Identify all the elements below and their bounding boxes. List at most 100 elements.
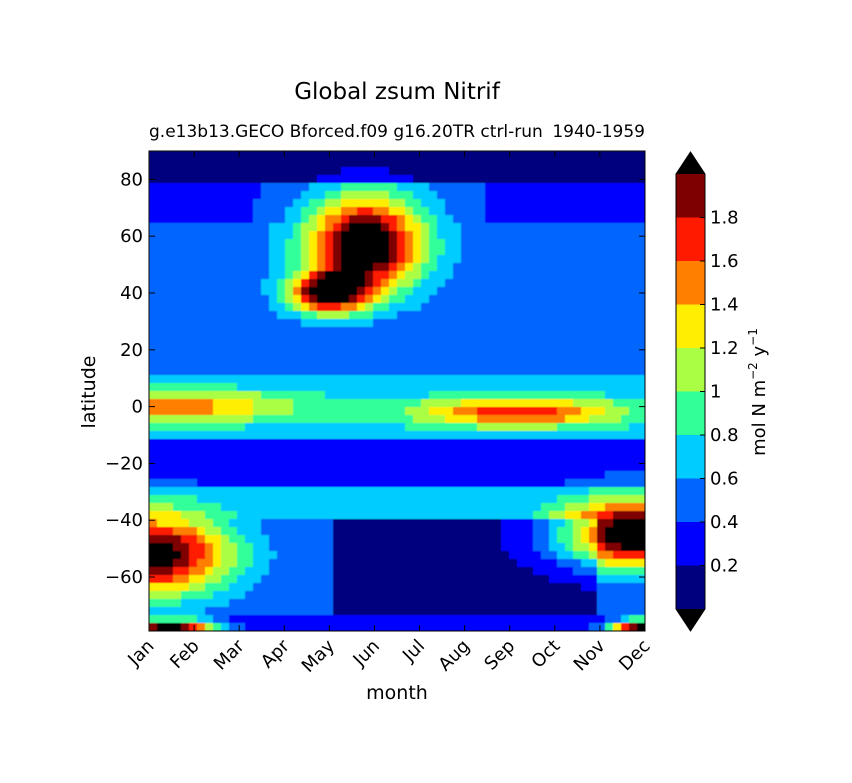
contour-cell (181, 535, 190, 544)
contour-cell (597, 183, 606, 192)
contour-cell (573, 263, 582, 272)
contour-cell (333, 527, 342, 536)
contour-cell (429, 615, 438, 624)
contour-cell (437, 479, 446, 488)
colorbar-tick-label: 1.8 (710, 208, 739, 229)
contour-cell (533, 199, 542, 208)
contour-cell (613, 511, 622, 520)
contour-cell (429, 487, 438, 496)
contour-cell (181, 551, 190, 560)
contour-cell (597, 375, 606, 384)
contour-cell (373, 263, 382, 272)
contour-cell (205, 231, 214, 240)
contour-cell (565, 287, 574, 296)
contour-cell (149, 215, 158, 224)
contour-cell (381, 335, 390, 344)
contour-cell (301, 263, 310, 272)
colorbar: 0.20.40.60.811.21.41.61.8 (675, 151, 739, 632)
contour-cell (293, 535, 302, 544)
contour-cell (245, 583, 254, 592)
contour-cell (429, 303, 438, 312)
contour-cell (501, 615, 510, 624)
contour-cell (349, 479, 358, 488)
contour-cell (261, 391, 270, 400)
contour-cell (485, 295, 494, 304)
contour-cell (437, 503, 446, 512)
contour-cell (173, 215, 182, 224)
contour-cell (365, 327, 374, 336)
contour-cell (453, 295, 462, 304)
contour-cell (397, 415, 406, 424)
contour-cell (581, 591, 590, 600)
contour-cell (517, 343, 526, 352)
contour-cell (397, 607, 406, 616)
contour-cell (197, 543, 206, 552)
contour-cell (509, 327, 518, 336)
contour-cell (157, 167, 166, 176)
contour-cell (197, 559, 206, 568)
contour-cell (253, 511, 262, 520)
contour-cell (421, 303, 430, 312)
contour-cell (333, 495, 342, 504)
contour-cell (373, 279, 382, 288)
contour-cell (437, 215, 446, 224)
contour-cell (589, 255, 598, 264)
contour-cell (605, 295, 614, 304)
contour-cell (621, 487, 630, 496)
contour-cell (581, 351, 590, 360)
contour-cell (445, 343, 454, 352)
contour-cell (229, 207, 238, 216)
contour-cell (581, 431, 590, 440)
contour-cell (261, 231, 270, 240)
contour-cell (525, 575, 534, 584)
contour-cell (493, 615, 502, 624)
contour-cell (637, 543, 645, 552)
contour-cell (605, 407, 614, 416)
contour-cell (485, 423, 494, 432)
contour-cell (237, 503, 246, 512)
contour-cell (373, 583, 382, 592)
contour-cell (197, 439, 206, 448)
contour-cell (461, 303, 470, 312)
contour-cell (197, 511, 206, 520)
contour-cell (573, 455, 582, 464)
contour-cell (533, 343, 542, 352)
contour-cell (621, 567, 630, 576)
contour-cell (605, 527, 614, 536)
contour-cell (541, 191, 550, 200)
contour-cell (421, 471, 430, 480)
contour-cell (349, 455, 358, 464)
contour-cell (613, 615, 622, 624)
contour-cell (285, 159, 294, 168)
contour-cell (285, 591, 294, 600)
contour-cell (493, 351, 502, 360)
contour-cell (165, 271, 174, 280)
contour-cell (389, 463, 398, 472)
contour-cell (205, 375, 214, 384)
contour-cell (517, 495, 526, 504)
contour-cell (277, 471, 286, 480)
contour-cell (213, 335, 222, 344)
contour-cell (397, 335, 406, 344)
contour-cell (149, 479, 158, 488)
contour-cell (581, 303, 590, 312)
contour-cell (589, 391, 598, 400)
contour-cell (597, 167, 606, 176)
contour-cell (373, 615, 382, 624)
contour-cell (413, 151, 422, 160)
colorbar-swatch (676, 478, 705, 522)
contour-cell (293, 567, 302, 576)
contour-cell (597, 151, 606, 160)
contour-cell (205, 327, 214, 336)
contour-cell (245, 279, 254, 288)
contour-cell (229, 279, 238, 288)
contour-cell (149, 447, 158, 456)
contour-cell (309, 567, 318, 576)
contour-cell (621, 527, 630, 536)
contour-cell (533, 375, 542, 384)
contour-cell (421, 327, 430, 336)
contour-cell (197, 431, 206, 440)
contour-cell (181, 223, 190, 232)
contour-cell (509, 551, 518, 560)
contour-cell (277, 551, 286, 560)
